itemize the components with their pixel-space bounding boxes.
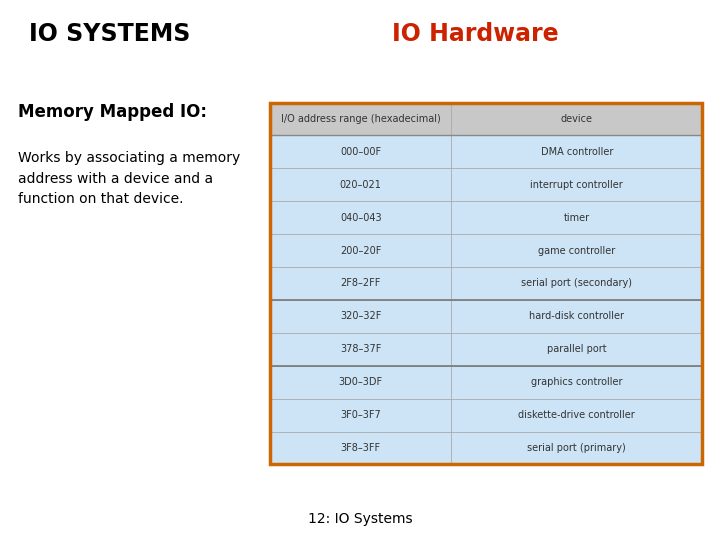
Text: 2F8–2FF: 2F8–2FF <box>341 279 381 288</box>
Text: 040–043: 040–043 <box>340 213 382 222</box>
Text: hard-disk controller: hard-disk controller <box>529 312 624 321</box>
Text: DMA controller: DMA controller <box>541 147 613 157</box>
Text: serial port (secondary): serial port (secondary) <box>521 279 632 288</box>
Text: diskette-drive controller: diskette-drive controller <box>518 410 635 420</box>
Text: IO SYSTEMS: IO SYSTEMS <box>29 22 190 45</box>
Text: game controller: game controller <box>538 246 616 255</box>
Text: 000–00F: 000–00F <box>340 147 382 157</box>
Text: serial port (primary): serial port (primary) <box>527 443 626 453</box>
Text: 020–021: 020–021 <box>340 180 382 190</box>
Text: Works by associating a memory
address with a device and a
function on that devic: Works by associating a memory address wi… <box>18 151 240 206</box>
Text: interrupt controller: interrupt controller <box>531 180 623 190</box>
Text: 3F0–3F7: 3F0–3F7 <box>341 410 381 420</box>
Text: 378–37F: 378–37F <box>340 345 382 354</box>
Text: timer: timer <box>564 213 590 222</box>
Text: device: device <box>561 114 593 124</box>
FancyBboxPatch shape <box>270 103 702 464</box>
Text: 200–20F: 200–20F <box>340 246 382 255</box>
Text: 3F8–3FF: 3F8–3FF <box>341 443 381 453</box>
Text: Memory Mapped IO:: Memory Mapped IO: <box>18 103 207 120</box>
Text: 3D0–3DF: 3D0–3DF <box>338 377 383 387</box>
FancyBboxPatch shape <box>270 103 702 136</box>
Text: IO Hardware: IO Hardware <box>392 22 559 45</box>
Text: graphics controller: graphics controller <box>531 377 623 387</box>
Text: 12: IO Systems: 12: IO Systems <box>307 512 413 526</box>
Text: I/O address range (hexadecimal): I/O address range (hexadecimal) <box>281 114 441 124</box>
Text: 320–32F: 320–32F <box>340 312 382 321</box>
Text: parallel port: parallel port <box>547 345 606 354</box>
